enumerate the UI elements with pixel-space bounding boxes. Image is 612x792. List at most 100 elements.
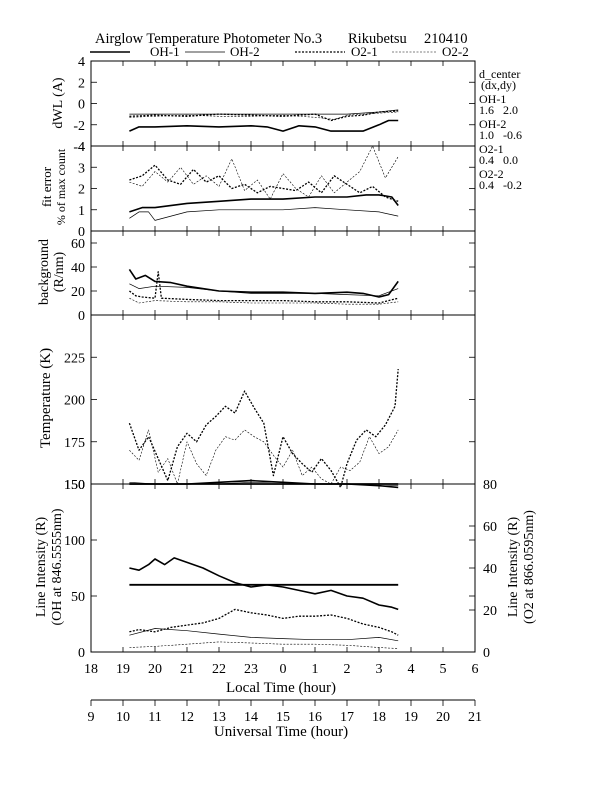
series-oh-2: [129, 628, 399, 642]
series-o2-2: [129, 641, 399, 649]
dxdy-label: (dx,dy): [481, 78, 516, 92]
y-tick-label: 50: [71, 590, 85, 605]
ut-tick-label: 11: [148, 710, 161, 725]
panels: 420-2-4432106040200225200175150150100500…: [64, 55, 497, 661]
dwl-ylabel: dWL (A): [51, 77, 66, 129]
y-tick-label: -4: [73, 140, 85, 155]
local-tick-label: 21: [180, 662, 194, 677]
ut-tick-label: 18: [372, 710, 386, 725]
y-tick-label: 0: [78, 646, 85, 661]
y-tick-label: 150: [64, 478, 85, 493]
y-tick-label: 100: [64, 534, 85, 549]
oh2-offset-label: OH-2: [479, 117, 506, 131]
y-tick-label: -2: [73, 119, 85, 134]
ut-tick-label: 17: [340, 710, 354, 725]
ut-tick-label: 12: [180, 710, 194, 725]
y-tick-label: 2: [78, 183, 85, 198]
ut-tick-label: 15: [276, 710, 290, 725]
site-name: Rikubetsu: [348, 31, 407, 47]
series-o2-2: [129, 297, 399, 305]
series-o2-1: [128, 369, 399, 489]
legend-label-oh2: OH-2: [230, 44, 260, 59]
y-right-tick-label: 20: [483, 604, 497, 619]
universal-time-label: Universal Time (hour): [214, 724, 348, 740]
panel-temperature: 225 200 175 150: [64, 314, 476, 493]
legend-label-oh1: OH-1: [150, 44, 180, 59]
local-tick-label: 18: [84, 662, 98, 677]
temperature-ylabel: Temperature (K): [38, 348, 54, 448]
y-right-tick-label: 80: [483, 478, 497, 493]
y-tick-label: 2: [78, 76, 85, 91]
ut-tick-label: 9: [88, 710, 95, 725]
d-center-label: d_center: [479, 67, 520, 81]
background-ylabel-1: background: [37, 239, 52, 305]
oh2-offset-value: 1.0 -0.6: [479, 128, 522, 142]
background-ylabel-2: (R/nm): [52, 251, 67, 292]
oh1-offset-label: OH-1: [479, 92, 506, 106]
y-tick-label: 3: [78, 161, 85, 176]
ut-tick-label: 10: [116, 710, 130, 725]
legend: OH-1 OH-2 O2-1 O2-2: [90, 44, 469, 59]
series-o2-1: [129, 271, 399, 304]
y-right-tick-label: 60: [483, 520, 497, 535]
fit-error-ylabel-1: fit error: [39, 166, 54, 207]
universal-time-axis: 9 10 11 12 13 14 15 16 17 18 19 20 21: [88, 699, 482, 725]
local-time-axis: 18 19 20 21 22 23 0 1 2 3 4 5 6: [84, 662, 479, 677]
y-tick-label: 0: [78, 98, 85, 113]
local-tick-label: 23: [244, 662, 258, 677]
series-oh-1: [129, 119, 399, 132]
local-tick-label: 6: [472, 662, 479, 677]
series-o2-2: [129, 111, 399, 120]
series-o2-1: [129, 608, 399, 636]
intensity-ylabel-right-1: Line Intensity (R): [506, 517, 521, 618]
o22-offset-label: O2-2: [479, 167, 504, 181]
y-tick-label: 175: [64, 436, 85, 451]
series-oh-2: [129, 283, 399, 297]
y-tick-label: 4: [78, 140, 85, 155]
y-tick-label: 0: [78, 225, 85, 240]
series-oh-2: [129, 207, 399, 221]
ut-tick-label: 20: [436, 710, 450, 725]
y-tick-label: 1: [78, 204, 85, 219]
ut-tick-label: 13: [212, 710, 226, 725]
panel-frame: [90, 483, 476, 653]
y-right-tick-label: 40: [483, 562, 497, 577]
panel-frame: [90, 314, 476, 485]
local-tick-label: 0: [280, 662, 287, 677]
panel-frame: [90, 230, 476, 316]
intensity-ylabel-right-2: (O2 at 866.0595nm): [522, 510, 537, 624]
y-tick-label: 150: [64, 478, 85, 493]
local-tick-label: 20: [148, 662, 162, 677]
series-o2-2: [129, 145, 399, 200]
oh1-offset-value: 1.6 2.0: [479, 103, 518, 117]
y-tick-label: 225: [64, 351, 85, 366]
intensity-ylabel-2: (OH at 846.5555nm): [50, 508, 65, 625]
panel-line_intensity: 150 100 50 0 80 60 40 20 0: [64, 478, 497, 661]
legend-label-o21: O2-1: [351, 44, 378, 59]
ut-tick-label: 21: [468, 710, 482, 725]
local-time-label: Local Time (hour): [226, 680, 336, 696]
panel-frame: [90, 60, 476, 147]
intensity-ylabel-1: Line Intensity (R): [34, 517, 49, 618]
series-oh-1: [129, 557, 399, 611]
o21-offset-label: O2-1: [479, 142, 504, 156]
y-tick-label: 40: [71, 261, 85, 276]
o21-offset-value: 0.4 0.0: [479, 153, 518, 167]
legend-label-o22: O2-2: [442, 44, 469, 59]
series-oh-1: [129, 194, 399, 213]
center-offsets: d_center (dx,dy) OH-1 1.6 2.0 OH-2 1.0 -…: [479, 67, 522, 192]
ut-tick-label: 16: [308, 710, 322, 725]
panel-dWL: 4 2 0 -2 -4: [73, 55, 476, 155]
y-right-tick-label: 0: [483, 646, 490, 661]
ut-tick-label: 14: [244, 710, 258, 725]
local-tick-label: 3: [376, 662, 383, 677]
local-tick-label: 4: [408, 662, 415, 677]
local-tick-label: 22: [212, 662, 226, 677]
o22-offset-value: 0.4 -0.2: [479, 178, 522, 192]
panel-background: 60 40 20 0: [71, 230, 476, 324]
y-tick-label: 20: [71, 285, 85, 300]
series-oh-1: [128, 268, 399, 298]
fit-error-ylabel-2: % of max count: [54, 148, 68, 225]
y-tick-label: 4: [78, 55, 85, 70]
